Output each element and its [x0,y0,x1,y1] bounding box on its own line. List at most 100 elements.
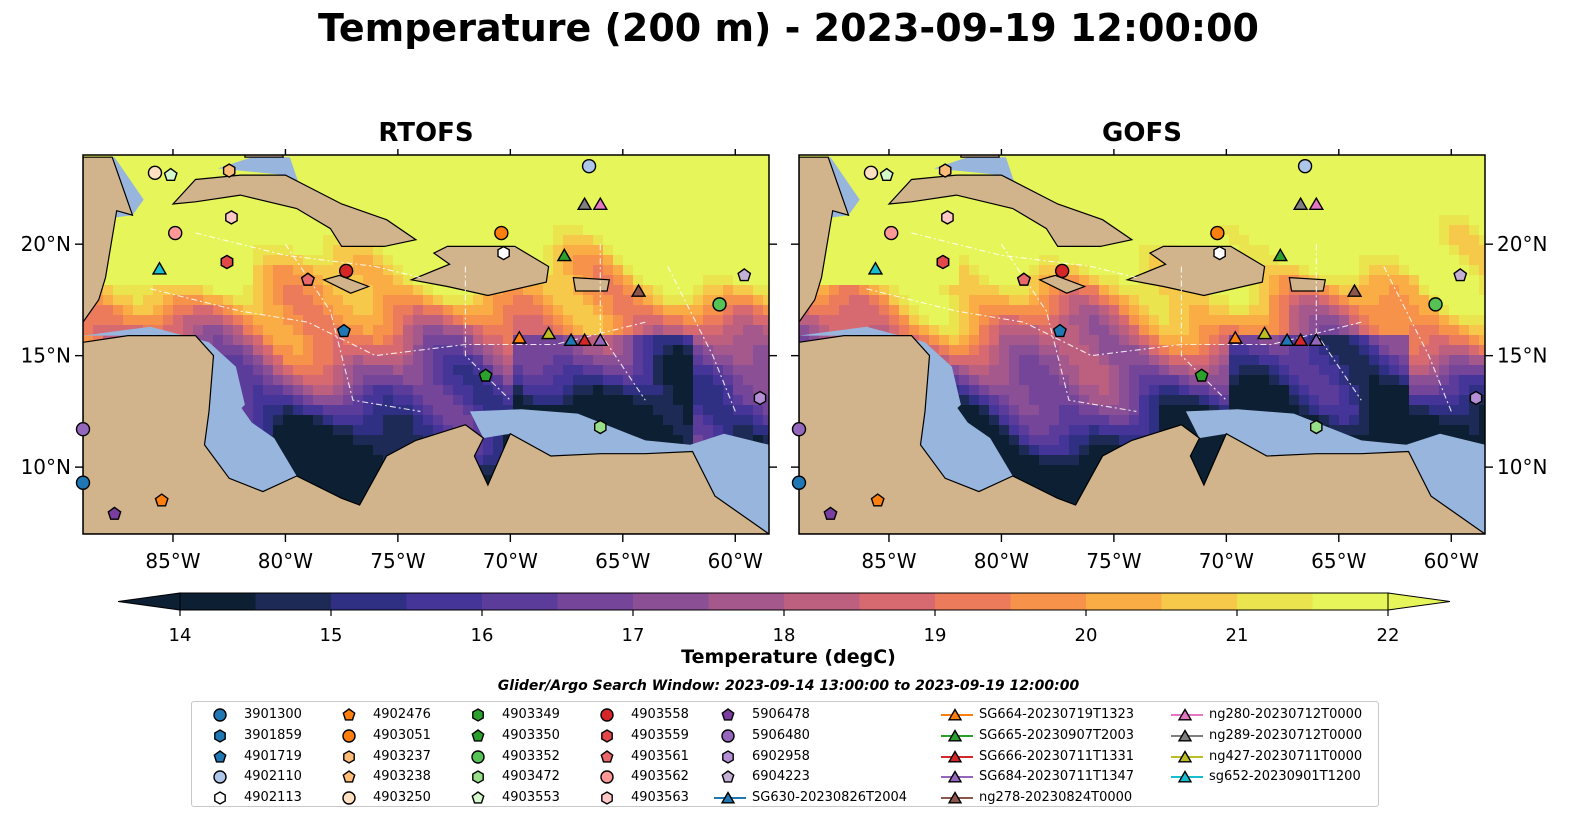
legend-marker-icon [721,770,735,783]
legend-label: SG664-20230719T1323 [979,707,1135,722]
colorbar-band [557,593,634,610]
marker-4903559 [936,254,950,270]
marker-4903350 [1194,368,1209,382]
legend-marker-icon [342,770,356,783]
legend-label: 4902113 [244,790,302,806]
marker-6902958 [1469,390,1483,406]
marker-4903559 [220,254,234,270]
colorbar-band [633,593,709,610]
legend-label: 4903561 [631,748,689,764]
x-tick-label: 70°W [1199,549,1254,573]
marker-ng280-20230712T0000 [1308,196,1325,211]
colorbar-tick-label: 20 [1075,625,1098,646]
legend-label: ng427-20230711T0000 [1209,748,1363,764]
panel-title-rtofs: RTOFS [378,118,474,148]
marker-4903558 [1054,263,1070,279]
marker-6904223 [737,268,752,282]
platform-markers [791,158,1483,520]
colorbar-band [1086,593,1162,610]
marker-4903562 [168,225,183,241]
legend-label: 4903238 [373,769,431,785]
marker-sg652-20230901T1200 [151,261,168,275]
legend-label: 4903237 [373,748,431,764]
legend-marker-icon [601,791,613,805]
legend-label: 4903562 [631,769,689,785]
marker-4903561 [1016,272,1031,286]
x-tick-label: 60°W [1424,549,1479,573]
legend-label: 4903350 [502,727,560,743]
marker-6904223 [1453,268,1468,282]
legend-label: SG684-20230711T1347 [979,769,1135,785]
legend-label: 4903559 [631,727,689,743]
marker-ng278-20230824T0000 [1346,283,1363,297]
map-frame [798,154,1486,535]
x-tick-label: 85°W [145,549,200,573]
legend-marker-icon [1177,708,1193,721]
marker-4903472 [1309,419,1323,435]
legend-marker-icon [342,729,356,743]
marker-4903558 [338,263,354,279]
marker-4902476 [870,493,885,507]
legend-label: 3901300 [244,707,302,722]
legend-marker-icon [600,770,614,785]
marker-5906480 [791,422,807,437]
marker-4903250 [863,165,879,181]
legend-label: ng289-20230712T0000 [1209,727,1363,743]
marker-ng427-20230711T0000 [540,326,557,340]
marker-SG664-20230719T1323 [1227,330,1244,344]
legend-marker-icon [1177,770,1193,783]
colorbar-tick-label: 21 [1226,625,1249,646]
colorbar-tick-label: 18 [773,625,796,646]
legend-marker-icon [947,708,963,721]
colorbar-band [859,593,936,610]
legend-marker-icon [600,749,614,763]
colorbar-tick-label: 17 [622,625,645,646]
marker-4903051 [1210,225,1225,241]
y-tick-label: 20°N [1497,232,1547,256]
y-tick-label: 10°N [21,455,71,479]
marker-SG664-20230719T1323 [511,330,528,344]
y-tick-label: 20°N [21,232,71,256]
marker-4903352 [1428,297,1443,312]
colorbar-min-extend [117,592,181,611]
y-tick-label: 15°N [21,344,71,368]
marker-SG666-20230711T1331 [576,332,593,346]
marker-sg652-20230901T1200 [867,261,884,275]
map-panel-rtofs: 85°W 80°W 75°W 70°W 65°W 60°W 20°N 15°N 10°N [21,149,777,573]
marker-4903553 [879,167,894,182]
legend-marker-icon [947,749,963,763]
platform-markers [75,158,767,520]
legend-label: 4903352 [502,748,560,764]
legend-marker-icon [214,728,226,743]
marker-SG684-20230711T1347 [1308,332,1325,346]
marker-SG630-20230826T2004 [563,332,579,346]
legend-marker-icon [213,708,227,722]
legend-marker-icon [342,791,356,805]
marker-ng427-20230711T0000 [1256,326,1273,340]
legend-marker-icon [1177,728,1193,742]
legend-marker-icon [471,749,485,764]
y-tick-label: 10°N [1497,455,1547,479]
legend-label: 6902958 [752,748,810,764]
panel-title-gofs: GOFS [1102,118,1182,148]
marker-4901719 [336,323,351,338]
marker-4903561 [300,272,315,286]
marker-4903250 [147,165,163,181]
x-tick-label: 75°W [1086,549,1141,573]
legend-marker-icon [472,770,484,785]
legend-marker-icon [947,791,963,804]
legend-label: SG630-20230826T2004 [752,790,908,806]
legend-marker-icon [720,791,736,804]
legend-marker-icon [471,728,485,742]
marker-SG684-20230711T1347 [592,332,609,346]
marker-4903237 [222,163,236,178]
legend-marker-icon [213,749,227,763]
marker-ng278-20230824T0000 [630,283,647,297]
marker-ng289-20230712T0000 [576,196,593,211]
legend-label: 4903563 [631,790,689,806]
legend-label: ng280-20230712T0000 [1209,707,1363,722]
marker-4901719 [1052,323,1067,338]
colorbar-tick-label: 16 [471,625,494,646]
x-tick-label: 65°W [595,549,650,573]
